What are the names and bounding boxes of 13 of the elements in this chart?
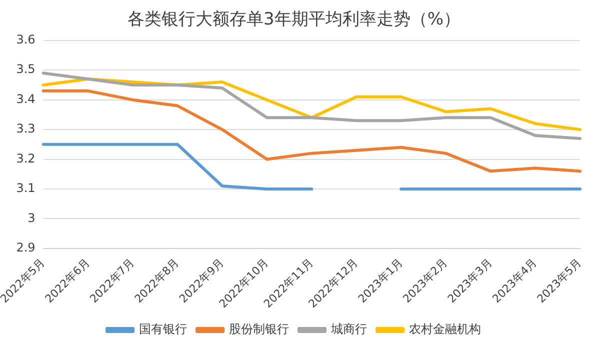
legend-label: 农村金融机构 <box>409 322 481 336</box>
y-tick-label: 3.2 <box>16 151 36 166</box>
y-tick-label: 3.4 <box>16 92 36 106</box>
y-tick-label: 2.9 <box>16 240 36 255</box>
legend-label: 国有银行 <box>139 322 187 336</box>
legend-label: 股份制银行 <box>229 322 289 336</box>
y-tick-label: 3.3 <box>16 122 36 136</box>
y-tick-label: 3.6 <box>16 32 36 47</box>
legend-label: 城商行 <box>330 322 367 336</box>
y-tick-label: 3.1 <box>16 181 36 196</box>
y-tick-label: 3.5 <box>16 62 36 76</box>
y-tick-label: 3 <box>28 210 36 225</box>
chart-title: 各类银行大额存单3年期平均利率走势（%） <box>128 10 460 30</box>
